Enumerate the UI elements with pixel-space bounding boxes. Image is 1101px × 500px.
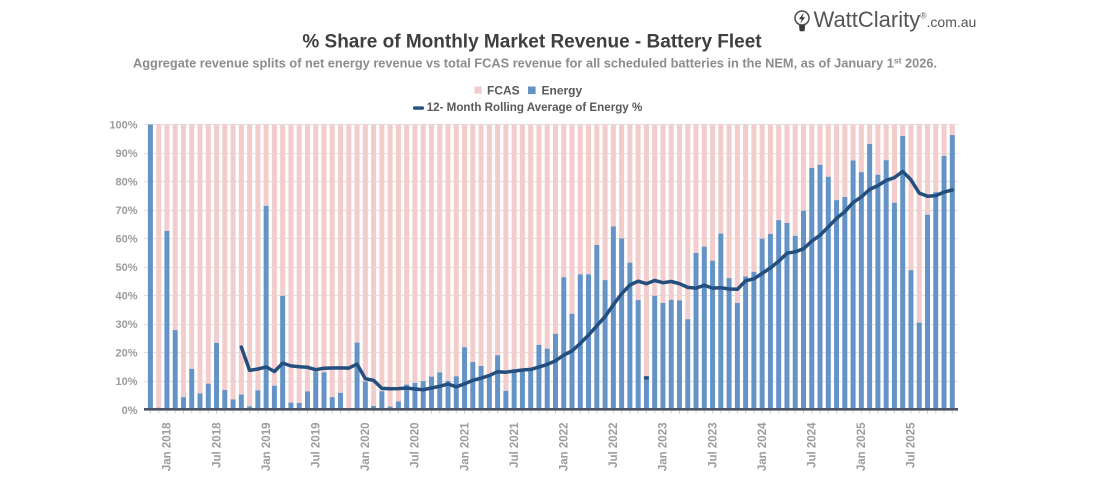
svg-text:Jan 2024: Jan 2024 bbox=[757, 422, 769, 471]
svg-text:Jan 2025: Jan 2025 bbox=[856, 422, 868, 471]
svg-text:30%: 30% bbox=[115, 319, 137, 331]
svg-text:WattClarity®.com.au: WattClarity®.com.au bbox=[814, 7, 977, 32]
svg-text:Jul 2021: Jul 2021 bbox=[509, 422, 521, 468]
svg-text:FCAS: FCAS bbox=[487, 83, 520, 97]
svg-text:Jan 2022: Jan 2022 bbox=[559, 423, 571, 472]
svg-text:Jan 2020: Jan 2020 bbox=[360, 423, 372, 472]
svg-text:10%: 10% bbox=[115, 376, 137, 388]
svg-text:100%: 100% bbox=[109, 119, 137, 131]
svg-text:Jan 2018: Jan 2018 bbox=[162, 422, 174, 471]
svg-text:Jul 2020: Jul 2020 bbox=[410, 423, 422, 468]
svg-text:70%: 70% bbox=[115, 205, 137, 217]
svg-text:Jul 2019: Jul 2019 bbox=[311, 423, 323, 468]
svg-text:40%: 40% bbox=[115, 291, 137, 303]
svg-text:Jul 2025: Jul 2025 bbox=[906, 422, 918, 468]
svg-text:60%: 60% bbox=[115, 234, 137, 246]
svg-text:Jan 2023: Jan 2023 bbox=[658, 423, 670, 472]
svg-text:Aggregate revenue splits of ne: Aggregate revenue splits of net energy r… bbox=[133, 55, 937, 70]
svg-text:Jan 2021: Jan 2021 bbox=[459, 422, 471, 471]
svg-text:Jul 2022: Jul 2022 bbox=[608, 423, 620, 468]
svg-text:50%: 50% bbox=[115, 262, 137, 274]
svg-text:12- Month Rolling Average of E: 12- Month Rolling Average of Energy % bbox=[427, 101, 643, 114]
svg-text:Jul 2024: Jul 2024 bbox=[807, 422, 819, 468]
svg-text:% Share of Monthly Market Reve: % Share of Monthly Market Revenue - Batt… bbox=[302, 32, 762, 53]
svg-text:90%: 90% bbox=[115, 148, 137, 160]
svg-text:Jul 2023: Jul 2023 bbox=[707, 423, 719, 468]
svg-text:Jul 2018: Jul 2018 bbox=[211, 422, 223, 468]
svg-text:20%: 20% bbox=[115, 348, 137, 360]
svg-text:Jan 2019: Jan 2019 bbox=[261, 423, 273, 472]
svg-text:0%: 0% bbox=[122, 405, 138, 417]
svg-text:Energy: Energy bbox=[542, 83, 583, 97]
svg-text:80%: 80% bbox=[115, 176, 137, 188]
